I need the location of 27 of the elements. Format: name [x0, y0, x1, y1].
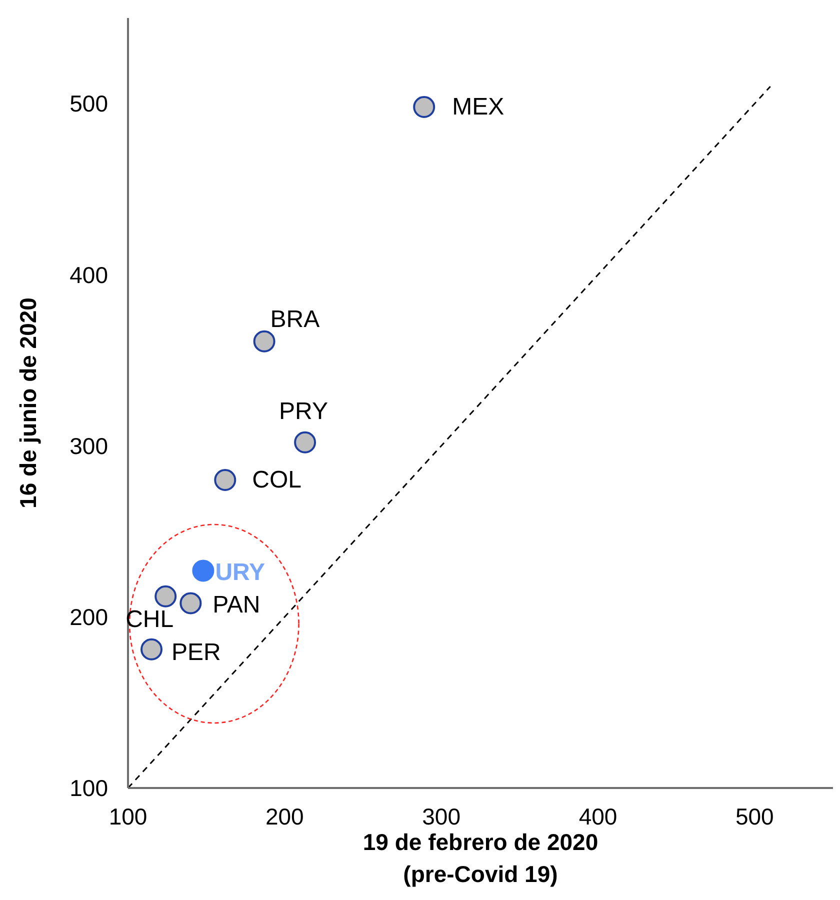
- annotation: BRA: [270, 306, 320, 333]
- point: [253, 330, 276, 352]
- point: [180, 592, 202, 614]
- y-tick-label: 300: [70, 432, 108, 459]
- annotation: MEX: [452, 93, 504, 120]
- annotation: COL: [252, 466, 302, 494]
- point: [192, 560, 214, 582]
- x-tick-label: 200: [265, 803, 304, 830]
- point: [140, 638, 162, 660]
- point: [294, 431, 316, 454]
- x-tick-label: 500: [735, 803, 774, 830]
- y-axis-title: 16 de junio de 2020: [15, 298, 42, 508]
- annotation: PRY: [279, 398, 328, 425]
- annotation: PER: [172, 638, 221, 666]
- annotation: URY: [215, 559, 265, 586]
- x-axis-title: 19 de febrero de 2020 (pre-Covid 19): [362, 829, 598, 887]
- point: [154, 585, 177, 608]
- y-tick-label: 500: [70, 90, 108, 117]
- point: [214, 469, 236, 491]
- y-tick-label: 200: [70, 604, 108, 630]
- y-tick-label: 100: [70, 775, 108, 802]
- x-tick-label: 100: [108, 803, 148, 830]
- point: [413, 96, 436, 118]
- x-tick-label: 300: [422, 803, 461, 830]
- x-tick-label: 400: [578, 803, 618, 830]
- annotation: PAN: [212, 592, 260, 619]
- y-tick-label: 400: [70, 262, 108, 288]
